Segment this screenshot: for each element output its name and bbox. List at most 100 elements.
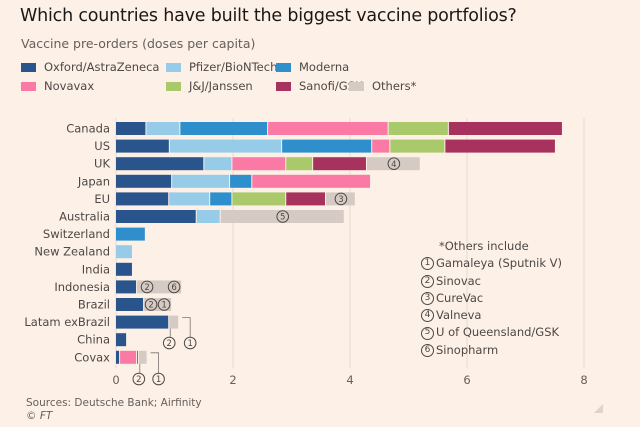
legend-swatch <box>166 81 181 91</box>
bar-segment-oxford-astrazeneca <box>116 192 169 206</box>
number-badge-icon: 1 <box>421 257 434 271</box>
bar-segment-pfizer-biontech <box>196 210 220 223</box>
chart-subtitle: Vaccine pre-orders (doses per capita) <box>21 36 256 51</box>
legend: Oxford/AstraZeneca Pfizer/BioNTech Moder… <box>21 60 621 100</box>
footnote-label: Sinopharm <box>436 342 499 357</box>
x-tick-label: 4 <box>346 373 353 387</box>
legend-swatch <box>276 81 291 91</box>
footnote-label: U of Queensland/GSK <box>436 325 560 340</box>
footnote-label: Gamaleya (Sputnik V) <box>436 256 563 271</box>
legend-item-jj-janssen: J&J/Janssen <box>166 79 253 93</box>
bar-segment-oxford-astrazeneca <box>116 280 137 294</box>
bar-segment-others- <box>138 350 147 364</box>
bar-segment-oxford-astrazeneca <box>116 315 169 329</box>
bar-segment-j-j-janssen <box>232 192 286 206</box>
number-badge-icon: 4 <box>421 309 434 323</box>
bar-segment-novavax <box>268 122 388 135</box>
bar-segment-moderna <box>180 122 268 135</box>
number-badge-label: 6 <box>171 283 176 293</box>
bar-segment-others- <box>220 210 344 223</box>
legend-item-novavax: Novavax <box>21 79 94 93</box>
legend-label: J&J/Janssen <box>189 79 253 93</box>
resize-handle-icon <box>594 404 603 413</box>
footnote-item: 3 CureVac <box>421 290 562 307</box>
category-label: New Zealand <box>34 245 110 259</box>
bar-segment-novavax <box>120 350 137 364</box>
number-badge-icon: 2 <box>421 274 434 288</box>
bar-segment-oxford-astrazeneca <box>116 174 172 188</box>
legend-swatch <box>349 81 364 91</box>
source-note: Sources: Deutsche Bank; Airfinity <box>26 397 202 409</box>
bar-segment-moderna <box>282 139 372 153</box>
bar-segment-sanofi-gsk <box>448 122 562 135</box>
bar-segment-oxford-astrazeneca <box>116 157 204 171</box>
bar-segment-others- <box>137 280 182 294</box>
category-label: Australia <box>59 210 110 224</box>
bar-segment-j-j-janssen <box>390 139 445 153</box>
bar-segment-pfizer-biontech <box>169 192 210 206</box>
number-badge-icon <box>144 298 158 311</box>
annotation-leader <box>150 352 159 373</box>
category-label: Brazil <box>78 298 110 312</box>
bar-segment-pfizer-biontech <box>146 122 180 135</box>
bar-segment-others- <box>366 157 420 171</box>
legend-label: Pfizer/BioNTech <box>189 60 278 74</box>
bar-segment-oxford-astrazeneca <box>116 210 196 223</box>
bar-segment-j-j-janssen <box>388 122 448 135</box>
category-label: US <box>94 139 110 153</box>
footnote-title: *Others include <box>439 239 529 253</box>
number-badge-icon: 3 <box>421 292 434 306</box>
number-badge-icon <box>183 336 197 350</box>
category-label: India <box>82 262 110 276</box>
bar-segment-others- <box>144 298 172 311</box>
number-badge-label: 2 <box>144 283 149 293</box>
bar-segment-sanofi-gsk <box>286 192 326 206</box>
legend-item-oxford-astrazeneca: Oxford/AstraZeneca <box>21 60 159 74</box>
bar-segment-oxford-astrazeneca <box>116 350 120 364</box>
number-badge-label: 2 <box>136 375 141 385</box>
annotation-leader <box>182 317 191 337</box>
number-badge-icon <box>152 372 165 386</box>
legend-label: Novavax <box>44 79 95 93</box>
number-badge-label: 4 <box>391 160 396 170</box>
legend-label: Others* <box>372 79 417 93</box>
x-tick-label: 0 <box>112 373 119 387</box>
footnote-label: CureVac <box>436 290 484 305</box>
number-badge-icon <box>276 210 290 223</box>
category-label: Covax <box>74 350 110 364</box>
category-label: Indonesia <box>54 280 110 294</box>
bar-segment-oxford-astrazeneca <box>116 139 169 153</box>
number-badge-label: 1 <box>156 375 161 385</box>
bar-segment-pfizer-biontech <box>116 245 132 259</box>
bar-segment-pfizer-biontech <box>172 174 230 188</box>
number-badge-icon: 6 <box>421 343 434 357</box>
x-tick-label: 2 <box>229 373 236 387</box>
footnote-label: Valneva <box>436 308 482 323</box>
bar-segment-moderna <box>116 227 145 241</box>
bar-segment-oxford-astrazeneca <box>116 298 144 311</box>
number-badge-label: 5 <box>280 213 285 223</box>
number-badge-icon <box>334 192 348 206</box>
bar-segment-pfizer-biontech <box>204 157 232 171</box>
bar-segment-moderna <box>210 192 232 206</box>
bar-segment-oxford-astrazeneca <box>116 122 146 135</box>
legend-swatch <box>276 62 291 72</box>
footnote-item: 1 Gamaleya (Sputnik V) <box>421 255 562 272</box>
legend-item-moderna: Moderna <box>276 60 349 74</box>
x-tick-label: 6 <box>463 373 470 387</box>
bar-segment-oxford-astrazeneca <box>116 262 132 276</box>
category-label: EU <box>94 192 110 206</box>
footnote-item: 2 Sinovac <box>421 273 562 290</box>
bar-segment-novavax <box>232 157 286 171</box>
legend-label: Oxford/AstraZeneca <box>44 60 160 74</box>
bar-segment-sanofi-gsk <box>445 139 555 153</box>
legend-item-sanofi-gsk: Sanofi/GSK <box>276 79 363 93</box>
number-badge-icon <box>162 336 176 350</box>
legend-swatch <box>166 62 181 72</box>
bar-segment-novavax <box>252 174 371 188</box>
number-badge-icon <box>167 280 181 294</box>
legend-label: Sanofi/GSK <box>299 79 363 93</box>
